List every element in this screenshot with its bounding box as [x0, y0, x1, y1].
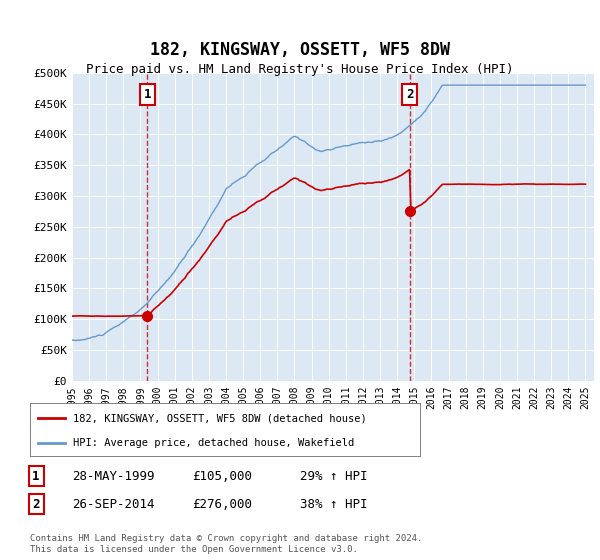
Text: 2: 2 — [32, 497, 40, 511]
Text: £105,000: £105,000 — [192, 469, 252, 483]
Text: 29% ↑ HPI: 29% ↑ HPI — [300, 469, 367, 483]
Text: This data is licensed under the Open Government Licence v3.0.: This data is licensed under the Open Gov… — [30, 545, 358, 554]
Text: Price paid vs. HM Land Registry's House Price Index (HPI): Price paid vs. HM Land Registry's House … — [86, 63, 514, 77]
Text: 26-SEP-2014: 26-SEP-2014 — [72, 497, 155, 511]
Text: 38% ↑ HPI: 38% ↑ HPI — [300, 497, 367, 511]
Text: HPI: Average price, detached house, Wakefield: HPI: Average price, detached house, Wake… — [73, 438, 354, 448]
Text: 2: 2 — [406, 88, 413, 101]
Text: 182, KINGSWAY, OSSETT, WF5 8DW (detached house): 182, KINGSWAY, OSSETT, WF5 8DW (detached… — [73, 413, 367, 423]
Text: £276,000: £276,000 — [192, 497, 252, 511]
Text: 28-MAY-1999: 28-MAY-1999 — [72, 469, 155, 483]
Text: 182, KINGSWAY, OSSETT, WF5 8DW: 182, KINGSWAY, OSSETT, WF5 8DW — [150, 41, 450, 59]
Text: 1: 1 — [32, 469, 40, 483]
Text: 1: 1 — [144, 88, 151, 101]
Text: Contains HM Land Registry data © Crown copyright and database right 2024.: Contains HM Land Registry data © Crown c… — [30, 534, 422, 543]
